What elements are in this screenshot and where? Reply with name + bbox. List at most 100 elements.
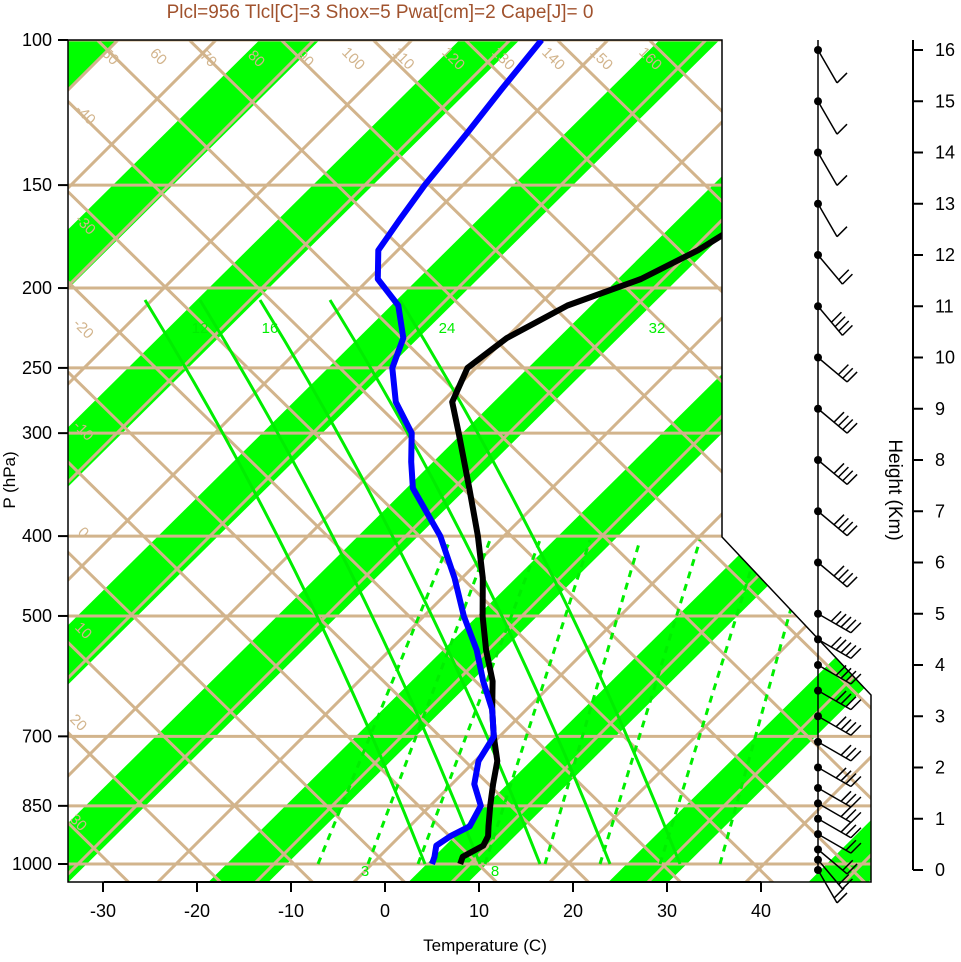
mixing-ratio-line [316,539,452,865]
dry-adiabat-line [494,40,871,882]
wind-barb-flag [850,750,862,762]
wind-barb-flag [838,320,850,332]
wind-barb [817,152,838,186]
wind-barb [817,356,848,383]
green-band [68,40,760,882]
wind-barb-flag [833,514,845,526]
wind-barb-flag [850,842,862,854]
isotherm-label: 0 [74,524,92,542]
wind-barb-flag [846,473,858,485]
frame-mask [722,40,961,695]
wind-barb [817,833,852,854]
wind-barb [817,459,848,486]
wind-barb-flag [836,123,848,135]
green-band [560,40,871,882]
dry-adiabat-line [68,40,871,882]
height-tick-label: 8 [935,450,945,470]
wind-barb-flag [840,790,852,802]
mixing-ratio-label: 8 [491,863,499,880]
dry-adiabat-line [68,40,871,882]
wind-barb [817,203,838,238]
wind-barb [817,408,848,434]
dry-adiabat-line [68,40,578,882]
y-tick-label: 500 [22,606,52,626]
wind-barb-flag [842,367,854,379]
isotherm-line [196,40,871,882]
height-tick-label: 5 [935,604,945,624]
wind-barb-flag [835,690,847,702]
wind-barb [817,787,852,808]
mixing-ratio-label: 16 [262,320,279,337]
x-tick-label: -20 [184,901,210,921]
isotherm-label: 110 [389,44,418,73]
wind-barb-flag [845,773,857,785]
dry-adiabat-line [68,40,486,882]
wind-barb-flag [835,639,847,651]
wind-barb-flag [840,744,852,756]
wind-barb-flag [845,747,857,759]
wind-barb-flag [838,269,850,281]
dewpoint-line [374,40,544,865]
x-tick-label: -10 [278,901,304,921]
wind-barb-flag [835,664,847,676]
mixing-ratio-line [366,539,492,865]
y-tick-label: 150 [22,175,52,195]
wind-barb-flag [846,422,858,434]
mixing-ratio-label: 32 [649,320,666,337]
isotherm-line [68,40,670,882]
moist-adiabat-line [198,299,482,865]
height-tick-label: 14 [935,143,955,163]
wind-barb [817,510,848,537]
wind-barb [817,49,838,84]
wind-barb-flag [845,619,857,631]
wind-barb-flag [840,806,852,818]
wind-barb-flag [834,316,846,328]
wind-barb-flag [850,796,862,808]
mixing-ratio-line [598,539,702,865]
wind-barb-flag [850,647,862,659]
green-band [68,40,560,882]
mixing-ratio-line [483,539,592,865]
isotherm-label: 60 [146,45,170,69]
wind-barb-flag [836,72,848,84]
height-tick-label: 16 [935,40,955,60]
y-axis-label: P (hPa) [0,451,19,508]
plot-frame [67,39,961,883]
wind-barb [817,818,852,839]
wind-barb-flag [845,644,857,657]
y-tick-label: 200 [22,278,52,298]
x-tick-label: 30 [657,901,677,921]
wind-barb [817,802,852,824]
wind-barb-flag [840,821,852,833]
dry-adiabat-line [68,40,670,882]
dry-adiabat-line [68,40,302,882]
dry-adiabat-line [126,40,871,882]
wind-barb [817,613,852,634]
dry-adiabat-line [68,40,762,882]
wind-barb-flag [842,572,854,584]
isotherm-label: 150 [586,44,616,74]
dry-adiabat-line [402,40,871,882]
wind-barb-flag [841,324,853,336]
wind-barb-flag [845,721,857,733]
wind-barb-flag [830,311,842,323]
isotherm-label: -40 [72,101,99,128]
y-tick-label: 100 [22,30,52,50]
x-tick-label: 20 [563,901,583,921]
mixing-ratio-label: 24 [439,320,456,337]
moist-adiabat-line [143,299,427,865]
height-tick-label: 3 [935,706,945,726]
mixing-ratio-line [416,539,542,865]
y-tick-label: 850 [22,796,52,816]
wind-barb-flag [837,517,849,529]
wind-barb [817,848,848,875]
wind-profile [814,40,862,904]
isotherm-label: 20 [66,711,90,735]
height-tick-label: 2 [935,758,945,778]
wind-barb [817,638,852,660]
mixing-ratio-line [658,539,762,865]
wind-barb-flag [838,873,850,886]
wind-barb-flag [836,226,848,238]
height-tick-label: 4 [935,655,945,675]
wind-barb [817,561,848,588]
